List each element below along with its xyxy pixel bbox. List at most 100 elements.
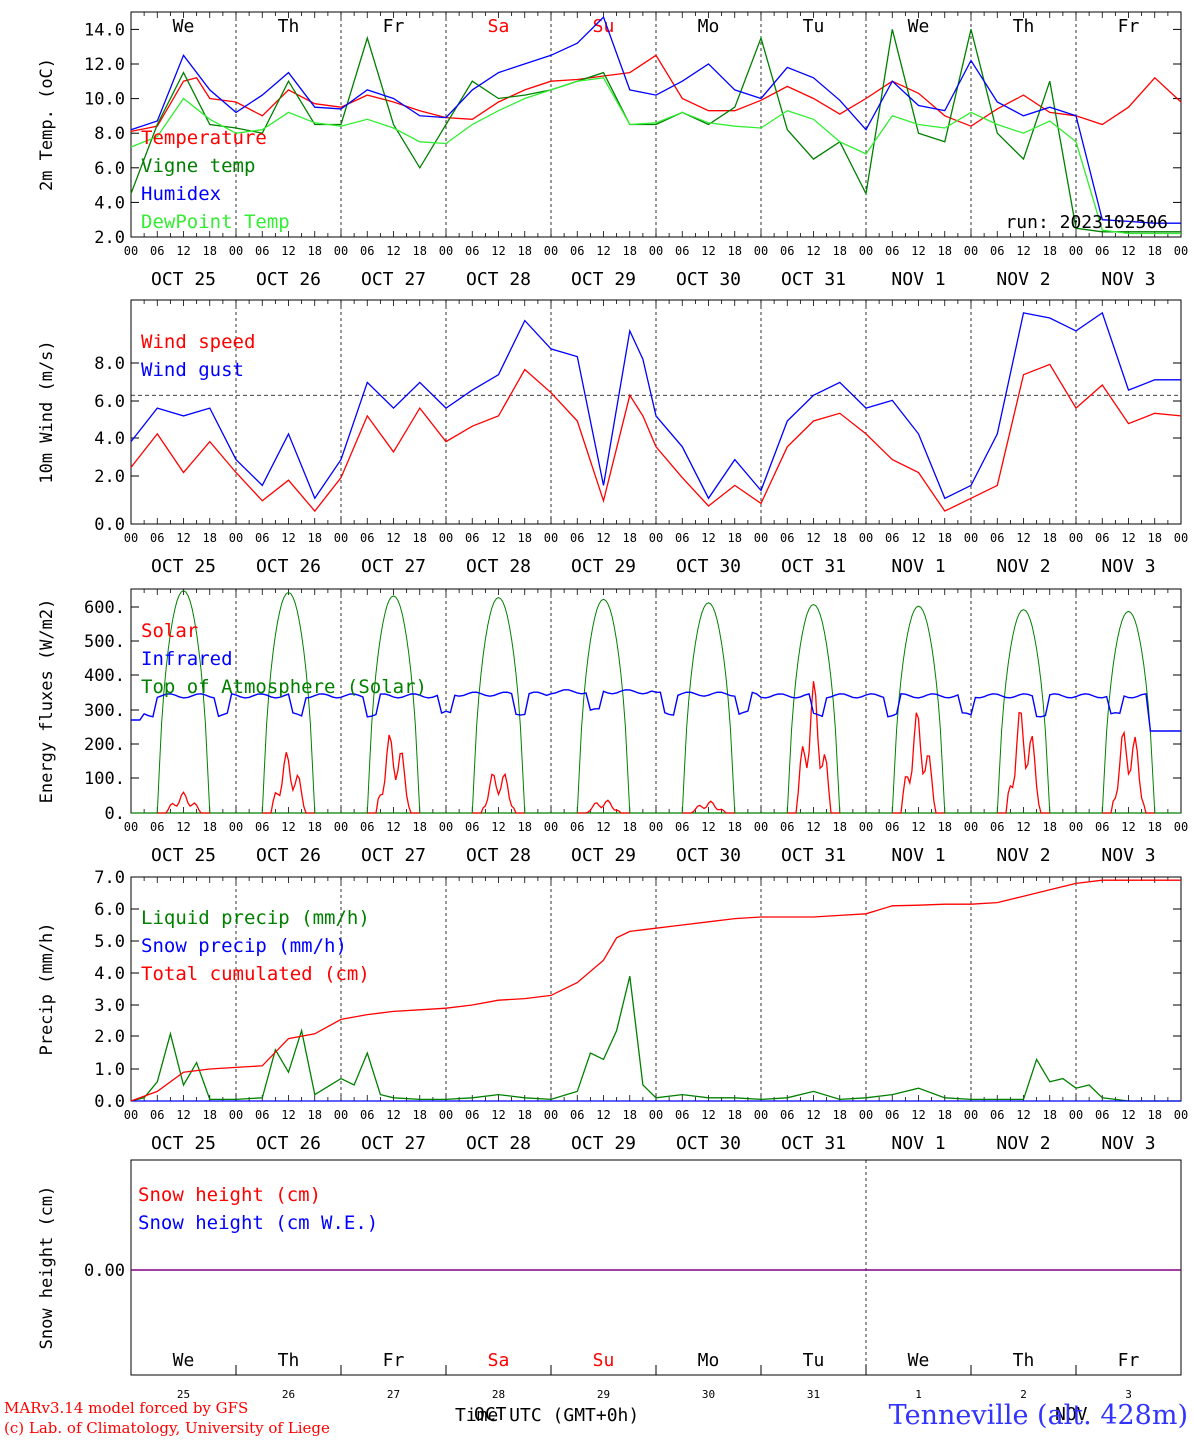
y-tick-label: 2.0 [94,467,125,487]
y-tick-label: 6.0 [94,159,125,179]
series-solar [367,734,420,814]
day-number: 1 [915,1388,922,1401]
hour-tick-label: 12 [1016,820,1030,834]
date-label: OCT 30 [676,269,741,290]
hour-tick-label: 06 [465,1108,479,1122]
date-label: OCT 29 [571,845,636,866]
y-tick-label: 3.0 [94,996,125,1016]
plot-frame [130,588,1182,814]
hour-tick-label: 12 [281,244,295,258]
hour-tick-label: 12 [1121,531,1135,545]
weekday-label: Fr [383,1350,405,1371]
hour-tick-label: 06 [150,531,164,545]
hour-tick-label: 18 [308,1108,322,1122]
date-label: OCT 28 [466,1133,531,1154]
legend-entry: Snow precip (mm/h) [141,935,347,957]
weekday-label: Mo [698,1350,720,1371]
month-label-oct: OCT [474,1404,507,1425]
panel-3: 00 06 12 18 00 06 12 18 00 06 12 18 00 06 12 18 00 06 12 18… [37,588,1188,866]
hour-tick-label: 18 [1148,244,1162,258]
hour-tick-label: 18 [833,820,847,834]
legend-entry: Total cumulated (cm) [141,963,370,985]
y-axis-label: Energy fluxes (W/m2) [37,599,57,804]
legend-entry: Snow height (cm) [138,1184,321,1206]
model-credit: MARv3.14 model forced by GFS [4,1399,249,1417]
hour-tick-label: 12 [176,531,190,545]
hour-tick-label: 18 [623,531,637,545]
hour-tick-label: 06 [255,820,269,834]
hour-tick-label: 06 [360,244,374,258]
day-number: 2 [1020,1388,1027,1401]
hour-tick-label: 06 [675,820,689,834]
hour-tick-label: 12 [176,820,190,834]
hour-tick-label: 18 [623,820,637,834]
hour-tick-label: 12 [1121,244,1135,258]
series-total-cumulated [130,879,1181,1102]
hour-tick-label: 06 [675,1108,689,1122]
hour-tick-label: 12 [596,820,610,834]
hour-tick-label: 06 [885,820,899,834]
hour-tick-label: 12 [701,531,715,545]
date-label: OCT 25 [151,1133,216,1154]
hour-tick-label: 00 [124,820,138,834]
hour-tick-label: 06 [780,1108,794,1122]
hour-tick-label: 06 [570,244,584,258]
hour-tick-label: 06 [675,244,689,258]
y-axis-label: Precip (mm/h) [37,922,57,1055]
y-tick-label: 0.0 [94,515,125,535]
series-toa-solar [253,591,324,814]
hour-tick-label: 18 [308,244,322,258]
legend-entry: Snow height (cm W.E.) [138,1212,378,1234]
legend-entry: Vigne temp [141,155,255,177]
legend-entry: Infrared [141,648,233,670]
y-tick-label: 300. [84,701,125,721]
weekday-label: Fr [383,16,405,37]
date-label: NOV 1 [891,269,945,290]
hour-tick-label: 00 [544,1108,558,1122]
hour-tick-label: 00 [334,1108,348,1122]
y-tick-label: 14.0 [84,20,125,40]
series-solar [1102,730,1155,814]
hour-tick-label: 18 [938,531,952,545]
weekday-label: Sa [488,16,510,37]
legend-entry: Liquid precip (mm/h) [141,907,370,929]
hour-tick-label: 18 [1043,531,1057,545]
day-number: 30 [702,1388,715,1401]
hour-tick-label: 00 [649,531,663,545]
date-label: OCT 27 [361,556,426,577]
hour-tick-label: 06 [255,244,269,258]
legend-entry: Top of Atmosphere (Solar) [141,676,427,698]
date-label: OCT 31 [781,1133,846,1154]
date-label: OCT 28 [466,556,531,577]
series-toa-solar [673,602,744,814]
series-infrared [131,689,1181,732]
weekday-label: We [908,1350,930,1371]
hour-tick-label: 18 [728,1108,742,1122]
y-tick-label: 6.0 [94,900,125,920]
hour-tick-label: 12 [491,820,505,834]
series-wind-gust [130,311,1181,500]
hour-tick-label: 18 [308,531,322,545]
hour-tick-label: 18 [308,820,322,834]
hour-tick-label: 06 [150,244,164,258]
date-label: OCT 27 [361,269,426,290]
hour-tick-label: 12 [701,1108,715,1122]
hour-tick-label: 06 [150,820,164,834]
weekday-label: Sa [488,1350,510,1371]
hour-tick-label: 06 [465,531,479,545]
hour-tick-label: 18 [1043,820,1057,834]
series-solar [787,681,840,814]
hour-tick-label: 18 [518,1108,532,1122]
date-label: OCT 30 [676,556,741,577]
date-label: OCT 28 [466,845,531,866]
date-label: OCT 29 [571,556,636,577]
series-toa-solar [463,597,534,814]
date-label: OCT 26 [256,1133,321,1154]
hour-tick-label: 00 [964,244,978,258]
legend-entry: Solar [141,620,198,642]
weekday-label: We [173,1350,195,1371]
hour-tick-label: 00 [1174,1108,1188,1122]
hour-tick-label: 06 [780,531,794,545]
series-toa-solar [1093,610,1164,814]
hour-tick-label: 00 [334,820,348,834]
